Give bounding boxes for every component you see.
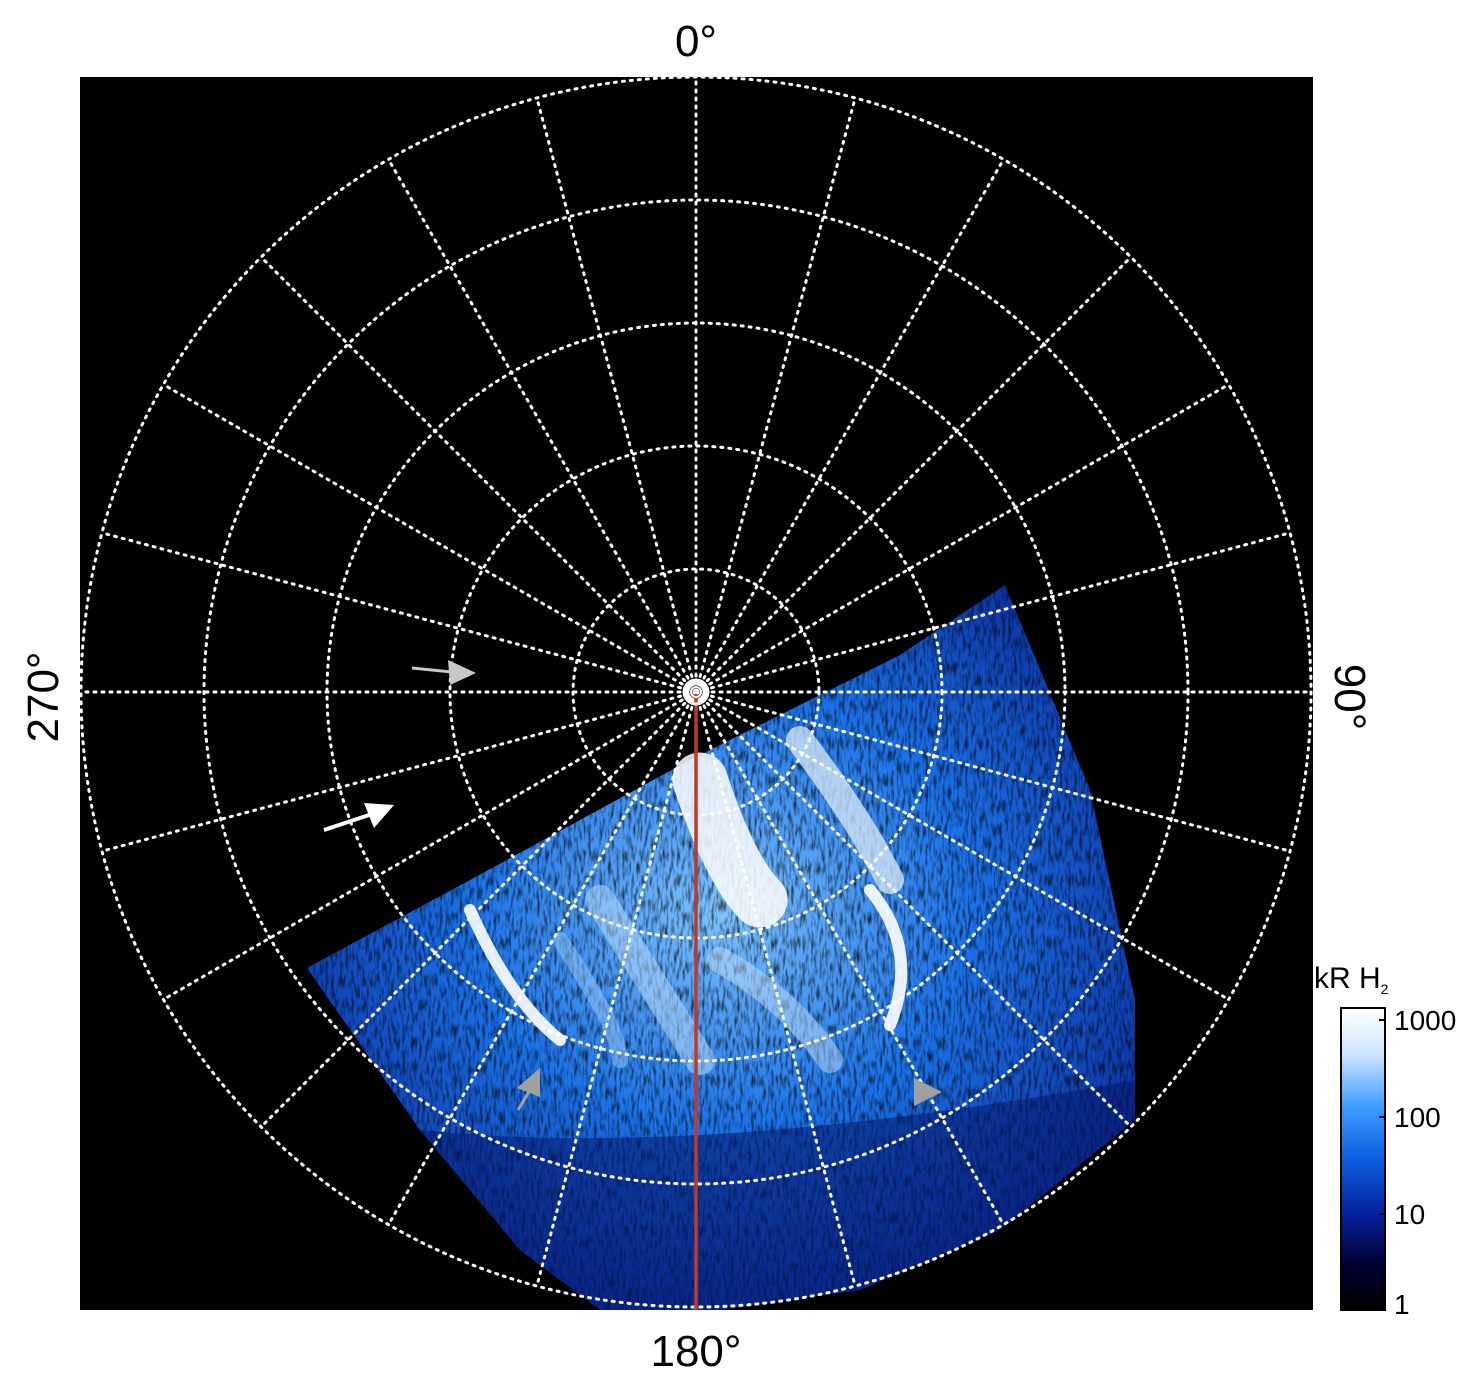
auroral-emission-image xyxy=(307,585,1135,1310)
grid-meridian-285 xyxy=(100,531,698,694)
colorbar-tick-10: 10 xyxy=(1394,1199,1425,1230)
grid-meridian-15 xyxy=(694,96,857,694)
colorbar-scale xyxy=(1340,1007,1386,1311)
arrow-gray-lower-left xyxy=(516,1068,540,1111)
grid-meridian-30 xyxy=(694,157,1005,694)
grid-meridian-150 xyxy=(694,690,1005,1227)
grid-meridian-120 xyxy=(694,690,1231,1001)
colorbar-tick-1000: 1000 xyxy=(1394,1005,1456,1036)
label-0-deg: 0° xyxy=(675,17,717,66)
grid-meridian-255 xyxy=(100,690,698,853)
colorbar-tick-100: 100 xyxy=(1394,1102,1441,1133)
grid-meridian-330 xyxy=(387,157,698,694)
grid-meridian-45 xyxy=(694,255,1133,694)
arrow-gray-lower-right xyxy=(914,1078,942,1106)
grid-meridian-135 xyxy=(694,690,1133,1129)
label-270-deg: 270° xyxy=(19,651,68,742)
grid-meridian-60 xyxy=(694,383,1231,694)
arrow-gray-270-side xyxy=(411,660,476,685)
grid-meridian-210 xyxy=(387,690,698,1227)
grid-meridian-195 xyxy=(535,690,698,1288)
pole-marker-inner xyxy=(690,686,702,698)
colorbar-tick-1: 1 xyxy=(1394,1289,1410,1320)
polar-grid xyxy=(80,77,1313,1309)
colorbar-title: kR H2 xyxy=(1314,962,1389,997)
label-180-deg: 180° xyxy=(650,1327,741,1376)
grid-meridian-75 xyxy=(694,531,1292,694)
grid-ring-5 xyxy=(80,77,1313,1309)
grid-meridian-165 xyxy=(694,690,857,1288)
grid-meridian-225 xyxy=(259,690,698,1129)
grid-meridian-345 xyxy=(535,96,698,694)
arrow-white-left xyxy=(323,803,394,832)
grid-meridian-105 xyxy=(694,690,1292,853)
pole-marker-outer xyxy=(682,678,710,706)
label-90-deg: 90° xyxy=(1325,664,1374,731)
grid-meridian-240 xyxy=(161,690,698,1001)
grid-meridian-300 xyxy=(161,383,698,694)
grid-ring-4 xyxy=(202,198,1190,1186)
grid-meridian-315 xyxy=(259,255,698,694)
colorbar-tick-marks xyxy=(1379,1019,1385,1305)
colorbar: kR H2 1000 100 10 1 xyxy=(1314,962,1456,1320)
